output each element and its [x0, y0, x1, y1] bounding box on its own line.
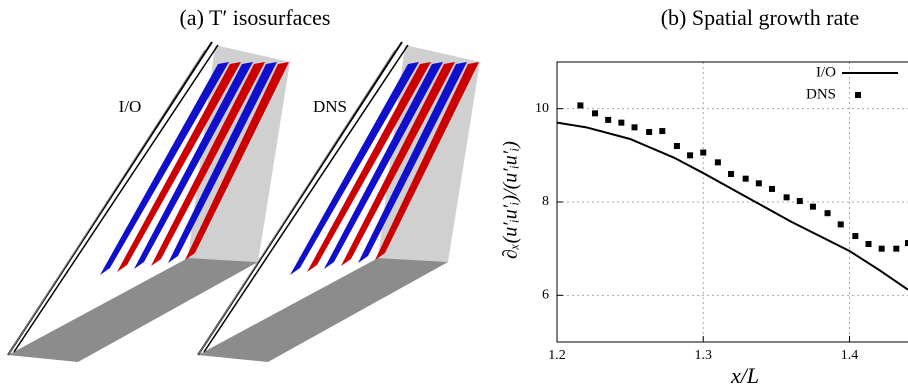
chart-title: (b) Spatial growth rate [661, 5, 860, 30]
data-point [878, 245, 885, 252]
x-tick-label: 1.2 [548, 348, 566, 363]
data-point [768, 185, 775, 192]
data-point [577, 102, 584, 109]
data-point [605, 116, 612, 123]
y-axis-label: ∂ₓ(u′ᵢu′ᵢ)/(u′ᵢu′ᵢ) [500, 141, 522, 259]
legend-label: DNS [806, 86, 836, 102]
data-point [809, 203, 816, 210]
stripe [100, 62, 229, 275]
legend-swatch [855, 92, 861, 98]
stripe [375, 62, 479, 260]
y-tick-label: 10 [535, 101, 549, 116]
plate [8, 258, 258, 362]
legend-label: I/O [816, 64, 836, 80]
data-point [755, 180, 762, 187]
x-axis-label: x/L [730, 363, 759, 388]
y-tick-label: 8 [542, 194, 549, 209]
plate [198, 258, 448, 362]
series-line [556, 121, 908, 291]
stripe [117, 62, 241, 272]
stripe [324, 62, 443, 269]
stripe [358, 62, 467, 263]
data-point [700, 149, 707, 156]
data-point [742, 175, 749, 182]
panel-a-title: (a) T′ isosurfaces [179, 5, 330, 30]
data-point [837, 221, 844, 228]
render-label: DNS [313, 97, 347, 116]
edge [203, 44, 409, 353]
data-point [714, 159, 721, 166]
isosurface-render [7, 41, 480, 362]
stripe [134, 62, 253, 269]
data-point [687, 152, 694, 159]
data-point [824, 210, 831, 217]
data-point [852, 233, 859, 240]
data-point [646, 129, 653, 135]
stripe [185, 62, 289, 260]
data-point [631, 124, 638, 131]
stripe [151, 62, 265, 266]
x-tick-label: 1.3 [695, 348, 713, 363]
data-point [905, 240, 908, 247]
data-point [893, 245, 900, 252]
data-point [673, 143, 680, 149]
data-point [592, 110, 599, 117]
stripe [168, 62, 277, 263]
data-point [618, 119, 625, 126]
edge [13, 44, 219, 353]
edge [197, 49, 396, 356]
data-point [783, 194, 790, 201]
data-point [728, 171, 735, 177]
render-label: I/O [119, 97, 142, 116]
data-point [659, 128, 666, 135]
data-point [865, 241, 872, 247]
plot-frame [556, 61, 908, 343]
y-tick-label: 6 [542, 288, 549, 303]
stripe [290, 62, 419, 275]
stripe [341, 62, 455, 266]
stripe [307, 62, 431, 272]
edge [7, 49, 206, 356]
x-tick-label: 1.4 [841, 348, 859, 363]
data-point [796, 198, 803, 205]
